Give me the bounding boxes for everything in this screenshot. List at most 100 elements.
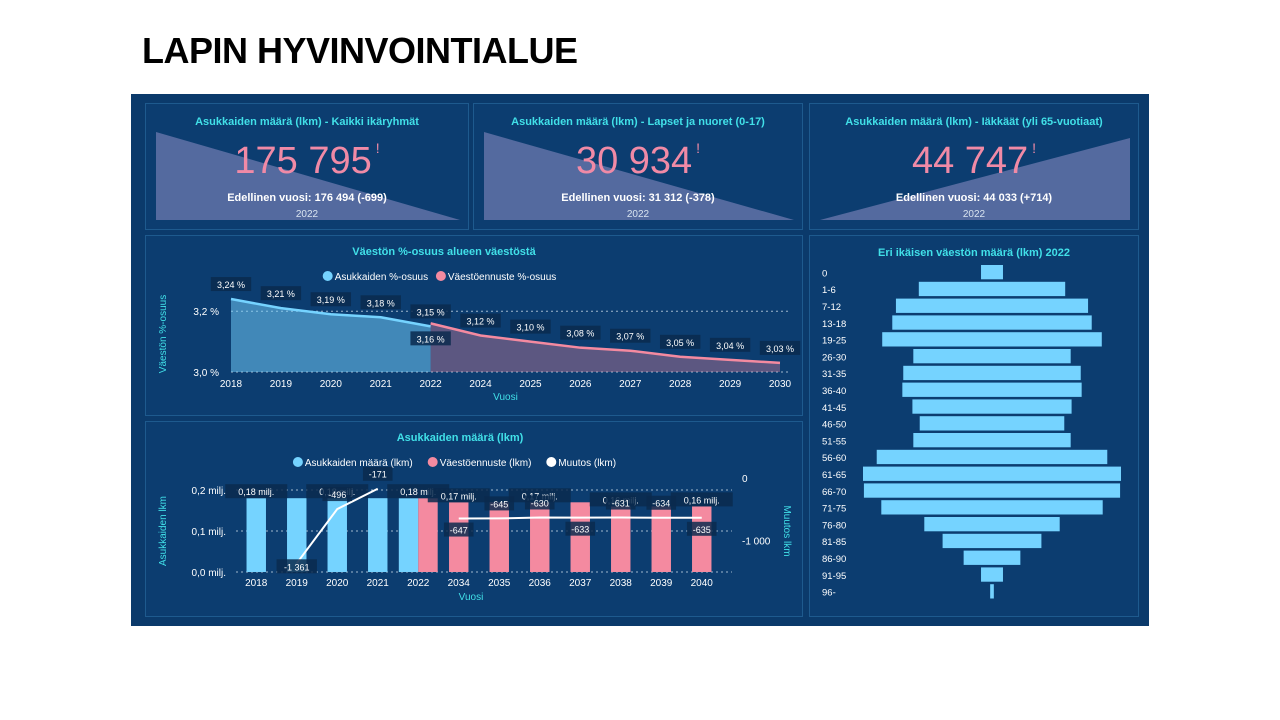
- data-label: 3,10 %: [516, 323, 544, 333]
- y-tick-label: 3,0 %: [193, 368, 219, 379]
- kpi-title: Asukkaiden määrä (lkm) - Kaikki ikäryhmä…: [195, 116, 419, 128]
- data-label-bg: [410, 331, 451, 346]
- change-line: [458, 516, 702, 520]
- y2-axis-label: Muutos lkm: [781, 505, 792, 556]
- age-bar: [942, 533, 1042, 549]
- age-bar: [882, 332, 1102, 347]
- age-label: 36-40: [822, 386, 846, 397]
- data-label: 3,04 %: [716, 341, 744, 351]
- x-tick-label: 2026: [569, 379, 592, 390]
- age-bar: [863, 483, 1121, 498]
- kpi-value-wrap: 44 747!: [810, 140, 1138, 183]
- x-tick-label: 2038: [610, 578, 633, 589]
- data-label: 3,03 %: [766, 344, 794, 354]
- x-tick-label: 2034: [448, 578, 471, 589]
- y-axis-label: Asukkaiden lkm: [158, 496, 169, 566]
- change-label: -633: [571, 525, 589, 535]
- kpi-value: 44 747: [911, 140, 1029, 182]
- age-bar: [913, 433, 1071, 448]
- y2-tick-label: -1 000: [742, 537, 771, 548]
- age-label: 71-75: [822, 504, 846, 515]
- legend-marker: [435, 271, 446, 281]
- x-tick-label: 2035: [488, 578, 511, 589]
- kpi-sparkline: [820, 138, 1130, 220]
- change-label-bg: [362, 466, 393, 481]
- x-tick-label: 2022: [420, 379, 443, 390]
- age-chart-card[interactable]: Eri ikäisen väestön määrä (lkm) 2022 0 1-6…: [809, 235, 1139, 617]
- series-area: [231, 299, 431, 372]
- age-bar: [913, 349, 1071, 364]
- data-label: 3,12 %: [467, 317, 495, 327]
- age-label: 66-70: [822, 487, 846, 498]
- bar: [368, 498, 388, 572]
- bar: [246, 498, 266, 572]
- kpi-card-children[interactable]: Asukkaiden määrä (lkm) - Lapset ja nuore…: [473, 103, 803, 230]
- share-chart-card[interactable]: Väestön %-osuus alueen väestöstä Asukkaid…: [145, 235, 803, 416]
- age-label: 0: [822, 268, 827, 279]
- bar-value-label-bg: [427, 488, 490, 503]
- change-label: -630: [531, 498, 549, 508]
- data-label-bg: [460, 313, 501, 328]
- alert-icon: !: [375, 140, 380, 156]
- y-tick-label: 0,2 milj.: [192, 486, 226, 497]
- change-line: [295, 487, 379, 564]
- kpi-card-elderly[interactable]: Asukkaiden määrä (lkm) - Iäkkäät (yli 65…: [809, 103, 1139, 230]
- bar-value-label-bg: [225, 484, 288, 499]
- age-bar: [918, 281, 1066, 297]
- age-bar: [903, 365, 1081, 381]
- age-bar: [981, 265, 1003, 280]
- bar: [570, 502, 590, 572]
- kpi-value-wrap: 175 795!: [146, 140, 468, 183]
- age-label: 1-6: [822, 285, 836, 296]
- x-tick-label: 2019: [270, 379, 293, 390]
- change-label-bg: [276, 559, 317, 574]
- kpi-title: Asukkaiden määrä (lkm) - Iäkkäät (yli 65…: [845, 116, 1103, 128]
- x-tick-label: 2021: [370, 379, 393, 390]
- population-chart-card[interactable]: Asukkaiden määrä (lkm) Asukkaiden määrä (…: [145, 421, 803, 617]
- age-bar: [912, 399, 1072, 414]
- data-label-bg: [759, 340, 801, 355]
- change-label-bg: [605, 495, 636, 510]
- data-label: 3,07 %: [616, 332, 644, 342]
- bar-value-label-bg: [508, 488, 571, 503]
- data-label: 3,21 %: [267, 289, 295, 299]
- change-label-bg: [646, 495, 677, 510]
- legend-marker: [292, 457, 303, 467]
- age-bar: [863, 466, 1121, 481]
- x-tick-label: 2039: [650, 578, 673, 589]
- change-label-bg: [524, 495, 555, 510]
- bar: [418, 498, 438, 572]
- dashboard: Asukkaiden määrä (lkm) - Kaikki ikäryhmä…: [131, 94, 1149, 626]
- chart-title: Asukkaiden määrä (lkm): [397, 432, 524, 444]
- x-tick-label: 2019: [286, 578, 309, 589]
- legend-label: Väestöennuste %-osuus: [448, 272, 556, 283]
- x-tick-label: 2024: [469, 379, 492, 390]
- x-tick-label: 2027: [619, 379, 642, 390]
- y-tick-label: 0,0 milj.: [192, 568, 226, 579]
- data-label: 3,15 %: [417, 307, 445, 317]
- change-label-bg: [686, 521, 717, 536]
- bar-value-label-bg: [670, 492, 733, 507]
- kpi-value: 175 795: [234, 140, 372, 182]
- data-label: 3,24 %: [217, 280, 245, 290]
- age-label: 7-12: [822, 302, 841, 313]
- bar: [398, 498, 419, 572]
- x-tick-label: 2022: [407, 578, 430, 589]
- age-label: 51-55: [822, 436, 846, 447]
- data-label: 3,08 %: [566, 329, 594, 339]
- age-label: 61-65: [822, 470, 846, 481]
- change-label: -647: [450, 526, 468, 536]
- data-label: 3,05 %: [666, 338, 694, 348]
- change-label: -631: [612, 499, 630, 509]
- age-label: 13-18: [822, 319, 846, 330]
- change-label: -645: [490, 499, 508, 509]
- alert-icon: !: [696, 140, 701, 156]
- kpi-sparkline: [156, 132, 460, 220]
- data-label-bg: [210, 277, 252, 292]
- age-label: 81-85: [822, 537, 846, 548]
- kpi-card-all[interactable]: Asukkaiden määrä (lkm) - Kaikki ikäryhmä…: [145, 103, 469, 230]
- kpi-value: 30 934: [575, 140, 693, 182]
- change-label-bg: [322, 487, 353, 502]
- x-tick-label: 2020: [326, 578, 349, 589]
- bar: [611, 506, 631, 572]
